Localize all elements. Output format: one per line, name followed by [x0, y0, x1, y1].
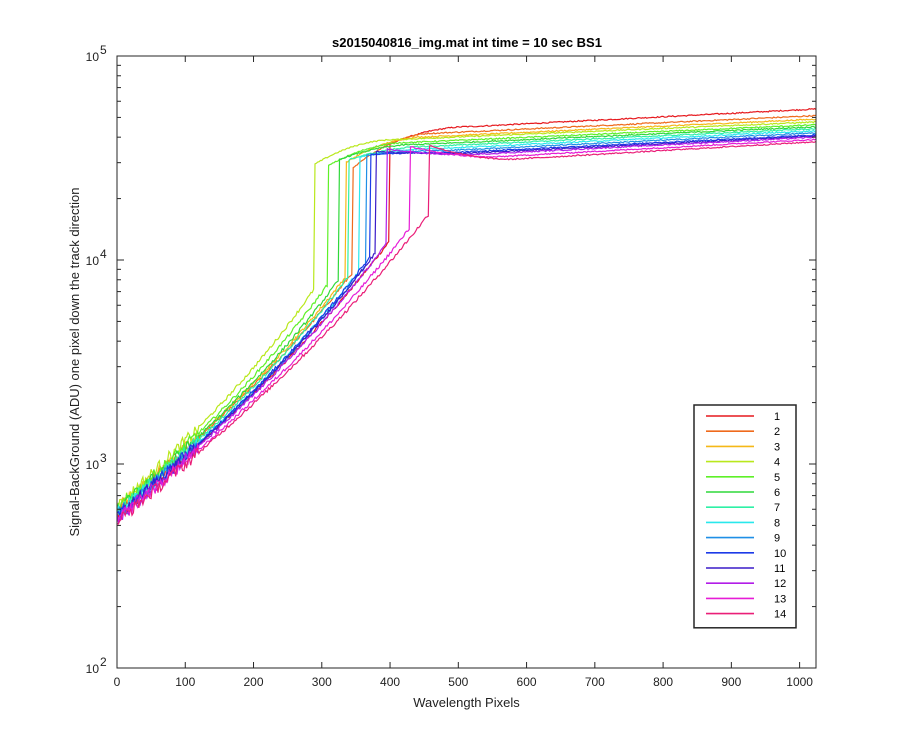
x-tick-label: 300 [312, 675, 332, 689]
series-line-11 [116, 135, 817, 522]
y-tick-label: 10 [86, 662, 100, 676]
y-tick-exponent: 4 [100, 247, 107, 261]
chart-title: s2015040816_img.mat int time = 10 sec BS… [332, 35, 602, 50]
legend-label-13: 13 [774, 593, 786, 605]
legend-label-4: 4 [774, 457, 780, 469]
series-line-5 [116, 123, 817, 512]
y-tick-exponent: 3 [100, 451, 107, 465]
legend-label-2: 2 [774, 426, 780, 438]
plot-frame [116, 55, 817, 669]
series-layer [116, 107, 817, 525]
legend-label-10: 10 [774, 548, 786, 560]
x-axis-label: Wavelength Pixels [413, 695, 520, 710]
y-tick-label: 10 [86, 254, 100, 268]
legend-label-12: 12 [774, 578, 786, 590]
series-line-14 [116, 140, 817, 525]
x-tick-label: 200 [244, 675, 264, 689]
legend-label-5: 5 [774, 472, 780, 484]
series-line-7 [116, 127, 817, 516]
legend-label-9: 9 [774, 533, 780, 545]
legend-label-1: 1 [774, 411, 780, 423]
x-tick-label: 800 [653, 675, 673, 689]
y-axis-label: Signal-BackGround (ADU) one pixel down t… [67, 187, 82, 536]
legend-label-6: 6 [774, 487, 780, 499]
legend-label-11: 11 [774, 563, 785, 575]
y-tick-exponent: 5 [100, 43, 107, 57]
legend-box [693, 404, 797, 629]
series-line-9 [116, 132, 817, 515]
legend-label-8: 8 [774, 517, 780, 529]
x-tick-label: 0 [114, 675, 121, 689]
series-line-4 [116, 120, 817, 513]
x-tick-label: 1000 [786, 675, 813, 689]
series-line-2 [116, 114, 817, 510]
series-line-10 [116, 133, 817, 518]
x-tick-label: 100 [175, 675, 195, 689]
y-tick-label: 10 [86, 50, 100, 64]
y-tick-label: 10 [86, 458, 100, 472]
legend-label-3: 3 [774, 441, 780, 453]
y-tick-exponent: 2 [100, 655, 107, 669]
legend-label-7: 7 [774, 502, 780, 514]
axes-layer [116, 55, 817, 669]
x-tick-label: 700 [585, 675, 605, 689]
series-line-6 [116, 125, 817, 511]
x-tick-label: 500 [448, 675, 468, 689]
series-line-13 [116, 138, 817, 522]
legend-label-14: 14 [774, 609, 786, 621]
x-tick-label: 600 [517, 675, 537, 689]
x-tick-label: 400 [380, 675, 400, 689]
x-tick-label: 900 [721, 675, 741, 689]
